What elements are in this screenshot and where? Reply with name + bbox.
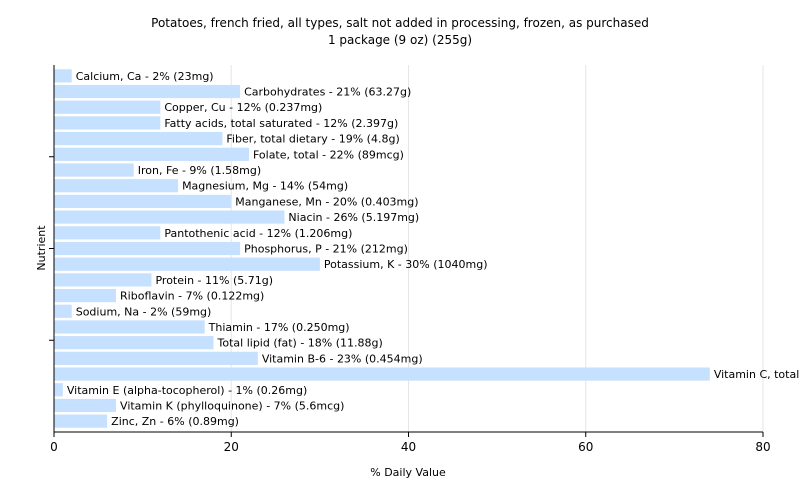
y-axis-title: Nutrient [35, 225, 48, 271]
bar-18 [54, 351, 258, 365]
bar-label-19: Vitamin C, total ascorbic acid - 74% (44… [714, 368, 800, 381]
bar-label-0: Calcium, Ca - 2% (23mg) [76, 70, 214, 83]
bar-label-1: Carbohydrates - 21% (63.27g) [244, 86, 411, 99]
bar-label-18: Vitamin B-6 - 23% (0.454mg) [262, 352, 423, 365]
x-tick-label-0: 0 [50, 440, 58, 454]
bar-label-16: Thiamin - 17% (0.250mg) [208, 321, 350, 334]
chart-title: Potatoes, french fried, all types, salt … [151, 16, 649, 30]
bar-19 [54, 367, 710, 381]
bar-1 [54, 84, 241, 99]
x-tick-label-1: 20 [224, 440, 239, 454]
bar-3 [54, 116, 161, 130]
bar-label-20: Vitamin E (alpha-tocopherol) - 1% (0.26m… [67, 384, 307, 397]
bar-label-13: Protein - 11% (5.71g) [155, 274, 273, 287]
bar-label-10: Pantothenic acid - 12% (1.206mg) [164, 227, 352, 240]
bar-22 [54, 414, 108, 428]
bar-label-11: Phosphorus, P - 21% (212mg) [244, 243, 408, 256]
bar-16 [54, 320, 205, 334]
bar-5 [54, 147, 249, 161]
bar-label-12: Potassium, K - 30% (1040mg) [324, 258, 488, 271]
bar-20 [54, 383, 63, 397]
bar-label-5: Folate, total - 22% (89mcg) [253, 148, 404, 161]
x-tick-label-4: 80 [755, 440, 770, 454]
bar-0 [54, 69, 72, 83]
bar-label-6: Iron, Fe - 9% (1.58mg) [138, 164, 261, 177]
bar-9 [54, 210, 285, 224]
bar-label-21: Vitamin K (phylloquinone) - 7% (5.6mcg) [120, 399, 344, 412]
bar-2 [54, 100, 161, 114]
bar-6 [54, 163, 134, 177]
bar-label-3: Fatty acids, total saturated - 12% (2.39… [164, 117, 398, 130]
bar-label-17: Total lipid (fat) - 18% (11.88g) [217, 337, 383, 350]
bar-10 [54, 226, 161, 240]
bar-label-9: Niacin - 26% (5.197mg) [288, 211, 419, 224]
bar-13 [54, 273, 152, 287]
bar-7 [54, 179, 179, 193]
bar-8 [54, 194, 232, 209]
bar-4 [54, 132, 223, 146]
chart-subtitle: 1 package (9 oz) (255g) [328, 33, 472, 47]
bar-14 [54, 288, 117, 303]
bar-label-22: Zinc, Zn - 6% (0.89mg) [111, 415, 239, 428]
bars-group: Calcium, Ca - 2% (23mg) Carbohydrates - 2… [54, 69, 800, 428]
x-tick-label-3: 60 [578, 440, 593, 454]
x-tick-label-2: 40 [401, 440, 416, 454]
bar-label-8: Manganese, Mn - 20% (0.403mg) [235, 195, 418, 208]
x-ticks-group: 0 20 40 60 80 [50, 432, 771, 454]
bar-12 [54, 257, 320, 271]
bar-label-4: Fiber, total dietary - 19% (4.8g) [226, 133, 399, 146]
bar-15 [54, 304, 72, 318]
bar-label-7: Magnesium, Mg - 14% (54mg) [182, 180, 348, 193]
bar-17 [54, 336, 214, 350]
bar-label-2: Copper, Cu - 12% (0.237mg) [164, 101, 322, 114]
bar-label-14: Riboflavin - 7% (0.122mg) [120, 290, 264, 303]
x-axis-title: % Daily Value [370, 466, 446, 479]
bar-11 [54, 241, 241, 256]
bar-21 [54, 398, 117, 413]
bar-label-15: Sodium, Na - 2% (59mg) [76, 305, 212, 318]
